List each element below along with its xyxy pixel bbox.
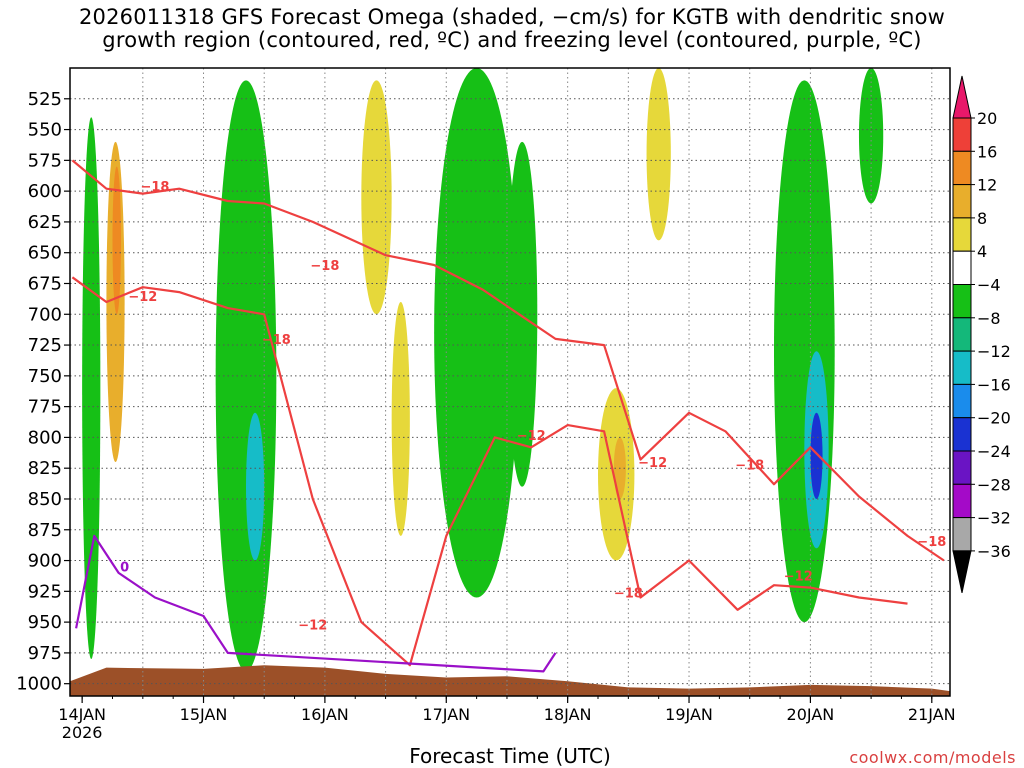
colorbar-swatch bbox=[952, 284, 972, 319]
omega-region-4 bbox=[246, 412, 265, 561]
credit-text: coolwx.com/models bbox=[849, 748, 1016, 767]
colorbar-top-arrow bbox=[952, 75, 972, 119]
x-tick-label: 17JAN bbox=[422, 705, 470, 724]
y-tick-label: 750 bbox=[28, 366, 62, 387]
colorbar-bottom-arrow bbox=[952, 550, 972, 594]
x-tick-label: 18JAN bbox=[544, 705, 592, 724]
omega-region-8 bbox=[506, 141, 538, 487]
red-contour-label: −12 bbox=[784, 569, 813, 584]
chart-title-line1: 2026011318 GFS Forecast Omega (shaded, −… bbox=[78, 5, 946, 29]
omega-region-14 bbox=[810, 412, 823, 499]
colorbar-swatch bbox=[952, 350, 972, 385]
x-tick-label: 16JAN bbox=[301, 705, 349, 724]
colorbar-label: 20 bbox=[977, 109, 997, 128]
y-tick-label: 1000 bbox=[16, 674, 62, 695]
colorbar-swatch bbox=[952, 184, 972, 219]
colorbar-swatch bbox=[952, 317, 972, 352]
colorbar-label: 16 bbox=[977, 142, 997, 161]
colorbar-label: −28 bbox=[977, 475, 1011, 494]
red-contour-label: −18 bbox=[262, 333, 291, 348]
x-tick-label: 20JAN bbox=[787, 705, 835, 724]
x-tick-label: 21JAN bbox=[908, 705, 956, 724]
y-tick-label: 650 bbox=[28, 243, 62, 264]
red-contour-label: −18 bbox=[917, 535, 946, 550]
red-contour-label: −18 bbox=[735, 459, 764, 474]
colorbar-label: −24 bbox=[977, 442, 1011, 461]
colorbar-label: 12 bbox=[977, 176, 997, 195]
x-tick-label: 19JAN bbox=[665, 705, 713, 724]
terrain-surface bbox=[70, 665, 950, 696]
x-tick-label: 15JAN bbox=[180, 705, 228, 724]
omega-region-7 bbox=[434, 68, 520, 598]
red-contour-label: −18 bbox=[140, 180, 169, 195]
colorbar-swatch bbox=[952, 417, 972, 452]
colorbar-swatch bbox=[952, 250, 972, 285]
red-contour-label: −12 bbox=[517, 429, 546, 444]
y-tick-label: 875 bbox=[28, 520, 62, 541]
plot-frame bbox=[69, 67, 951, 697]
x-axis-label: Forecast Time (UTC) bbox=[409, 744, 611, 768]
y-tick-label: 975 bbox=[28, 643, 62, 664]
y-tick-label: 625 bbox=[28, 212, 62, 233]
colorbar-swatch bbox=[952, 217, 972, 252]
y-tick-label: 825 bbox=[28, 458, 62, 479]
y-tick-label: 950 bbox=[28, 612, 62, 633]
colorbar-label: −8 bbox=[977, 309, 1001, 328]
omega-region-2 bbox=[112, 166, 121, 315]
colorbar-label: −20 bbox=[977, 409, 1011, 428]
colorbar-label: −16 bbox=[977, 375, 1011, 394]
x-tick-label: 14JAN bbox=[58, 705, 106, 724]
colorbar-swatch bbox=[952, 517, 972, 552]
x-tick-sublabel: 2026 bbox=[62, 723, 103, 742]
dendritic-contour-line bbox=[71, 159, 945, 562]
chart-title: 2026011318 GFS Forecast Omega (shaded, −… bbox=[0, 6, 1024, 52]
y-tick-label: 675 bbox=[28, 273, 62, 294]
dendritic-contour-line bbox=[71, 276, 908, 667]
colorbar-swatch bbox=[952, 117, 972, 152]
y-tick-label: 925 bbox=[28, 581, 62, 602]
red-contour-label: −18 bbox=[614, 587, 643, 602]
y-tick-label: 550 bbox=[28, 120, 62, 141]
colorbar-swatch bbox=[952, 383, 972, 419]
colorbar-label: −4 bbox=[977, 276, 1001, 295]
y-tick-label: 700 bbox=[28, 304, 62, 325]
colorbar-swatch bbox=[952, 483, 972, 519]
chart-title-line2: growth region (contoured, red, ºC) and f… bbox=[102, 28, 922, 52]
y-tick-label: 800 bbox=[28, 427, 62, 448]
colorbar-label: −12 bbox=[977, 342, 1011, 361]
y-tick-label: 775 bbox=[28, 397, 62, 418]
colorbar-label: −32 bbox=[977, 509, 1011, 528]
red-contour-label: −18 bbox=[310, 259, 339, 274]
y-tick-label: 525 bbox=[28, 89, 62, 110]
red-contour-label: −12 bbox=[638, 456, 667, 471]
red-contour-label: −12 bbox=[128, 290, 157, 305]
omega-region-12 bbox=[774, 80, 835, 623]
y-tick-label: 900 bbox=[28, 551, 62, 572]
y-tick-label: 850 bbox=[28, 489, 62, 510]
y-tick-label: 600 bbox=[28, 181, 62, 202]
colorbar-label: 4 bbox=[977, 242, 987, 261]
omega-region-0 bbox=[82, 117, 101, 660]
freezing-level-line bbox=[75, 534, 557, 673]
omega-region-11 bbox=[646, 68, 671, 241]
omega-region-5 bbox=[361, 80, 392, 315]
colorbar-label: 8 bbox=[977, 209, 987, 228]
y-tick-label: 725 bbox=[28, 335, 62, 356]
omega-region-6 bbox=[391, 301, 410, 536]
purple-contour-label: 0 bbox=[120, 561, 129, 576]
colorbar-swatch bbox=[952, 150, 972, 186]
colorbar-label: −36 bbox=[977, 542, 1011, 561]
red-contour-label: −12 bbox=[298, 619, 327, 634]
y-tick-label: 575 bbox=[28, 150, 62, 171]
colorbar-swatch bbox=[952, 450, 972, 485]
plot-content: −18 −12 −18 −18 −12 −12 −18 −12 −18 −12 −18 0 bbox=[70, 68, 950, 696]
